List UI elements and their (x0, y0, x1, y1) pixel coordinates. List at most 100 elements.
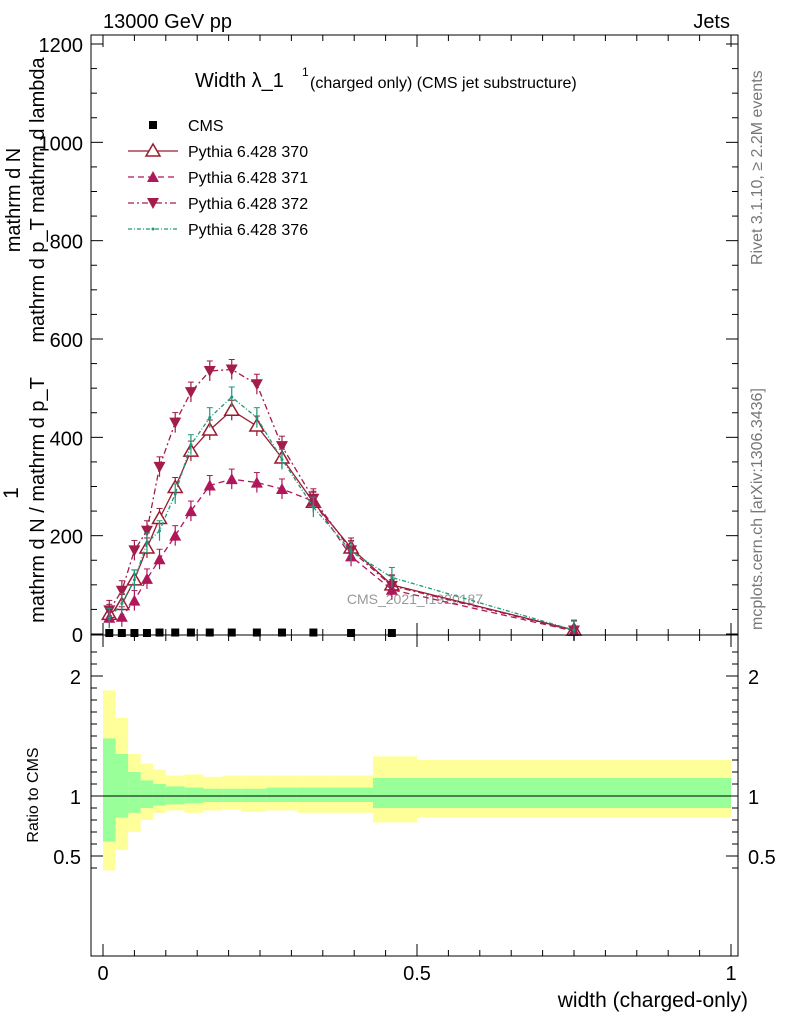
series-line (108, 409, 575, 631)
x-tick-label: 1 (725, 963, 736, 985)
data-point (140, 572, 153, 584)
data-point (128, 545, 141, 557)
series-4 (106, 386, 577, 641)
data-point (169, 417, 182, 429)
data-point (173, 492, 177, 496)
title-rest: (charged only) (CMS jet substructure) (310, 75, 577, 92)
ratio-y-tick-label: 2 (70, 667, 81, 689)
data-point (145, 541, 149, 545)
ratio-y-tick-label-right: 2 (748, 667, 759, 689)
data-point (130, 629, 139, 638)
data-point (252, 628, 261, 637)
ratio-y-label: Ratio to CMS (25, 747, 42, 842)
data-point (390, 575, 394, 579)
y-tick-label: 1000 (39, 133, 84, 155)
stat-band-bin (140, 780, 154, 808)
series-1 (100, 399, 583, 641)
data-point (280, 457, 284, 461)
data-point (255, 416, 259, 420)
title-sup: 1 (302, 65, 309, 79)
data-point (275, 482, 288, 494)
side-rivet: Rivet 3.1.10, ≥ 2.2M events (749, 70, 766, 265)
y-tick-label: 0 (72, 625, 83, 647)
data-point (153, 461, 166, 473)
data-point (186, 628, 195, 637)
data-point (309, 628, 318, 637)
legend: CMS Pythia 6.428 370 Pythia 6.428 371 Pythi… (128, 118, 308, 239)
ratio-y-tick-label-right: 1 (748, 787, 759, 809)
ratio-y-tick-label: 1 (70, 787, 81, 809)
plot-title: Width λ_1 1 (charged only) (CMS jet subs… (195, 65, 577, 92)
data-point (155, 628, 164, 637)
side-mcplots: mcplots.cern.ch [arXiv:1306.3436] (749, 388, 766, 630)
legend-label: Pythia 6.428 376 (188, 222, 308, 239)
data-point (128, 594, 141, 606)
series-0 (105, 628, 396, 638)
main-y-label: 1 mathrm d N mathrm d p_T mathrm d lambd… (0, 56, 49, 622)
stat-band-bin (266, 787, 298, 802)
legend-marker (147, 198, 159, 209)
watermark: CMS_2021_I1920187 (347, 591, 483, 607)
data-point (158, 529, 162, 533)
data-point (572, 628, 576, 632)
ratio-panel: 0.5 0.5 1 1 2 2 0 0.5 1 (53, 634, 776, 985)
data-point (171, 628, 180, 637)
x-tick-label: 0.5 (403, 963, 431, 985)
y-tick-label: 800 (50, 232, 83, 254)
y-tick-label: 400 (50, 428, 83, 450)
data-point (227, 628, 236, 637)
stat-band-bin (128, 772, 141, 813)
legend-marker (149, 121, 157, 129)
data-point (205, 628, 214, 637)
main-panel: 0 200 400 600 800 1000 1200 (39, 34, 739, 647)
series-line (109, 478, 575, 632)
data-point (117, 629, 126, 638)
series-line (108, 396, 575, 631)
stat-band-bin (222, 788, 242, 802)
data-point (184, 387, 197, 399)
data-point (184, 505, 197, 517)
data-point (347, 629, 356, 638)
legend-marker (147, 171, 159, 182)
stat-band-bin (153, 784, 166, 806)
data-point (153, 553, 166, 565)
data-point (223, 401, 241, 417)
data-point (189, 443, 193, 447)
legend-label: Pythia 6.428 370 (188, 144, 308, 161)
header-left: 13000 GeV pp (103, 11, 232, 33)
data-point (132, 578, 136, 582)
ratio-y-tick-label: 0.5 (53, 847, 81, 869)
data-point (107, 616, 111, 620)
data-point (275, 441, 288, 453)
data-point (250, 379, 263, 391)
stat-band-bin (417, 778, 731, 808)
y-tick-label: 200 (50, 527, 83, 549)
data-point (225, 473, 238, 485)
data-point (115, 585, 128, 597)
legend-label: Pythia 6.428 371 (188, 170, 308, 187)
data-point (201, 421, 219, 436)
ylabel-num-2: mathrm d p_T mathrm d lambda (27, 56, 49, 342)
legend-label: Pythia 6.428 372 (188, 196, 308, 213)
series-line (108, 368, 575, 632)
data-point (250, 476, 263, 488)
data-point (230, 395, 234, 399)
series-3 (103, 358, 580, 641)
header-right: Jets (693, 11, 730, 33)
stat-band-bin (329, 787, 374, 802)
x-axis-label: width (charged-only) (557, 989, 748, 1012)
legend-label: CMS (188, 118, 224, 135)
stat-band-bin (241, 788, 267, 802)
y-tick-label: 1200 (39, 35, 84, 57)
legend-marker (151, 227, 155, 231)
y-tick-label: 600 (50, 330, 83, 352)
stat-band-bin (203, 788, 223, 802)
data-point (208, 416, 212, 420)
stat-band-bin (297, 787, 330, 802)
stat-band-bin (115, 754, 129, 818)
x-tick-label: 0 (97, 963, 108, 985)
data-point (120, 602, 124, 606)
data-point (203, 479, 216, 491)
stat-band-bin (373, 778, 417, 808)
